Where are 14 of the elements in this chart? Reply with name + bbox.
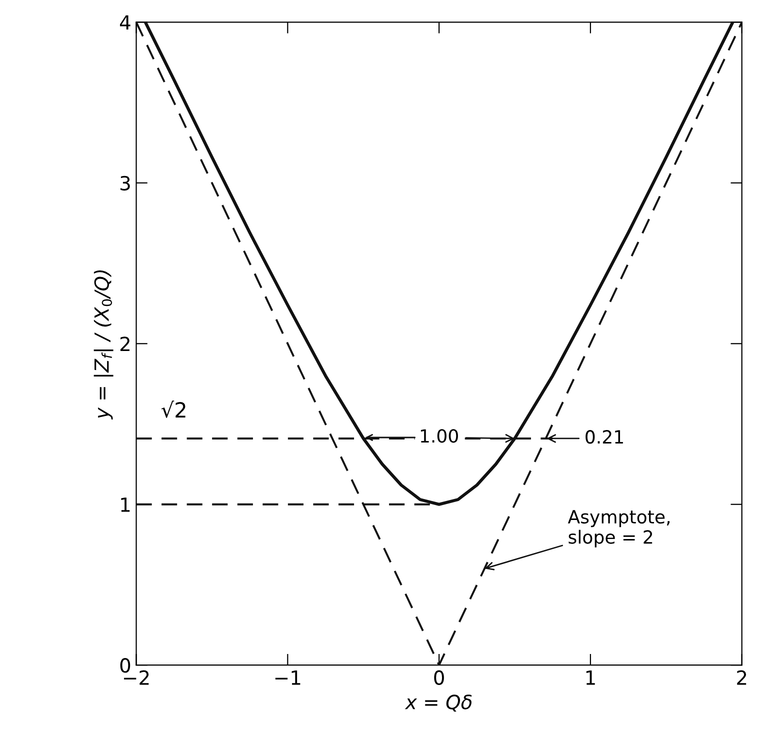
y-axis-title: y = |Z$_{f}$| / (X$_{0}$/Q) — [94, 270, 114, 420]
x-tick-label: 2 — [737, 670, 746, 685]
y-tick-label: 2 — [120, 336, 130, 352]
x-tick-label: −1 — [275, 670, 300, 685]
x-tick-label: 1 — [586, 670, 595, 685]
annotation: √2 — [161, 400, 186, 418]
annotation: 0.21 — [586, 430, 623, 444]
x-axis-title: x = Qδ — [404, 694, 472, 712]
x-tick-label: 0 — [434, 670, 444, 686]
y-tick-label: 1 — [121, 498, 130, 512]
y-tick-label: 4 — [120, 15, 130, 30]
annotation: Asymptote, slope = 2 — [568, 510, 670, 548]
y-tick-label: 3 — [120, 176, 130, 191]
annotation: 1.00 — [420, 429, 458, 443]
